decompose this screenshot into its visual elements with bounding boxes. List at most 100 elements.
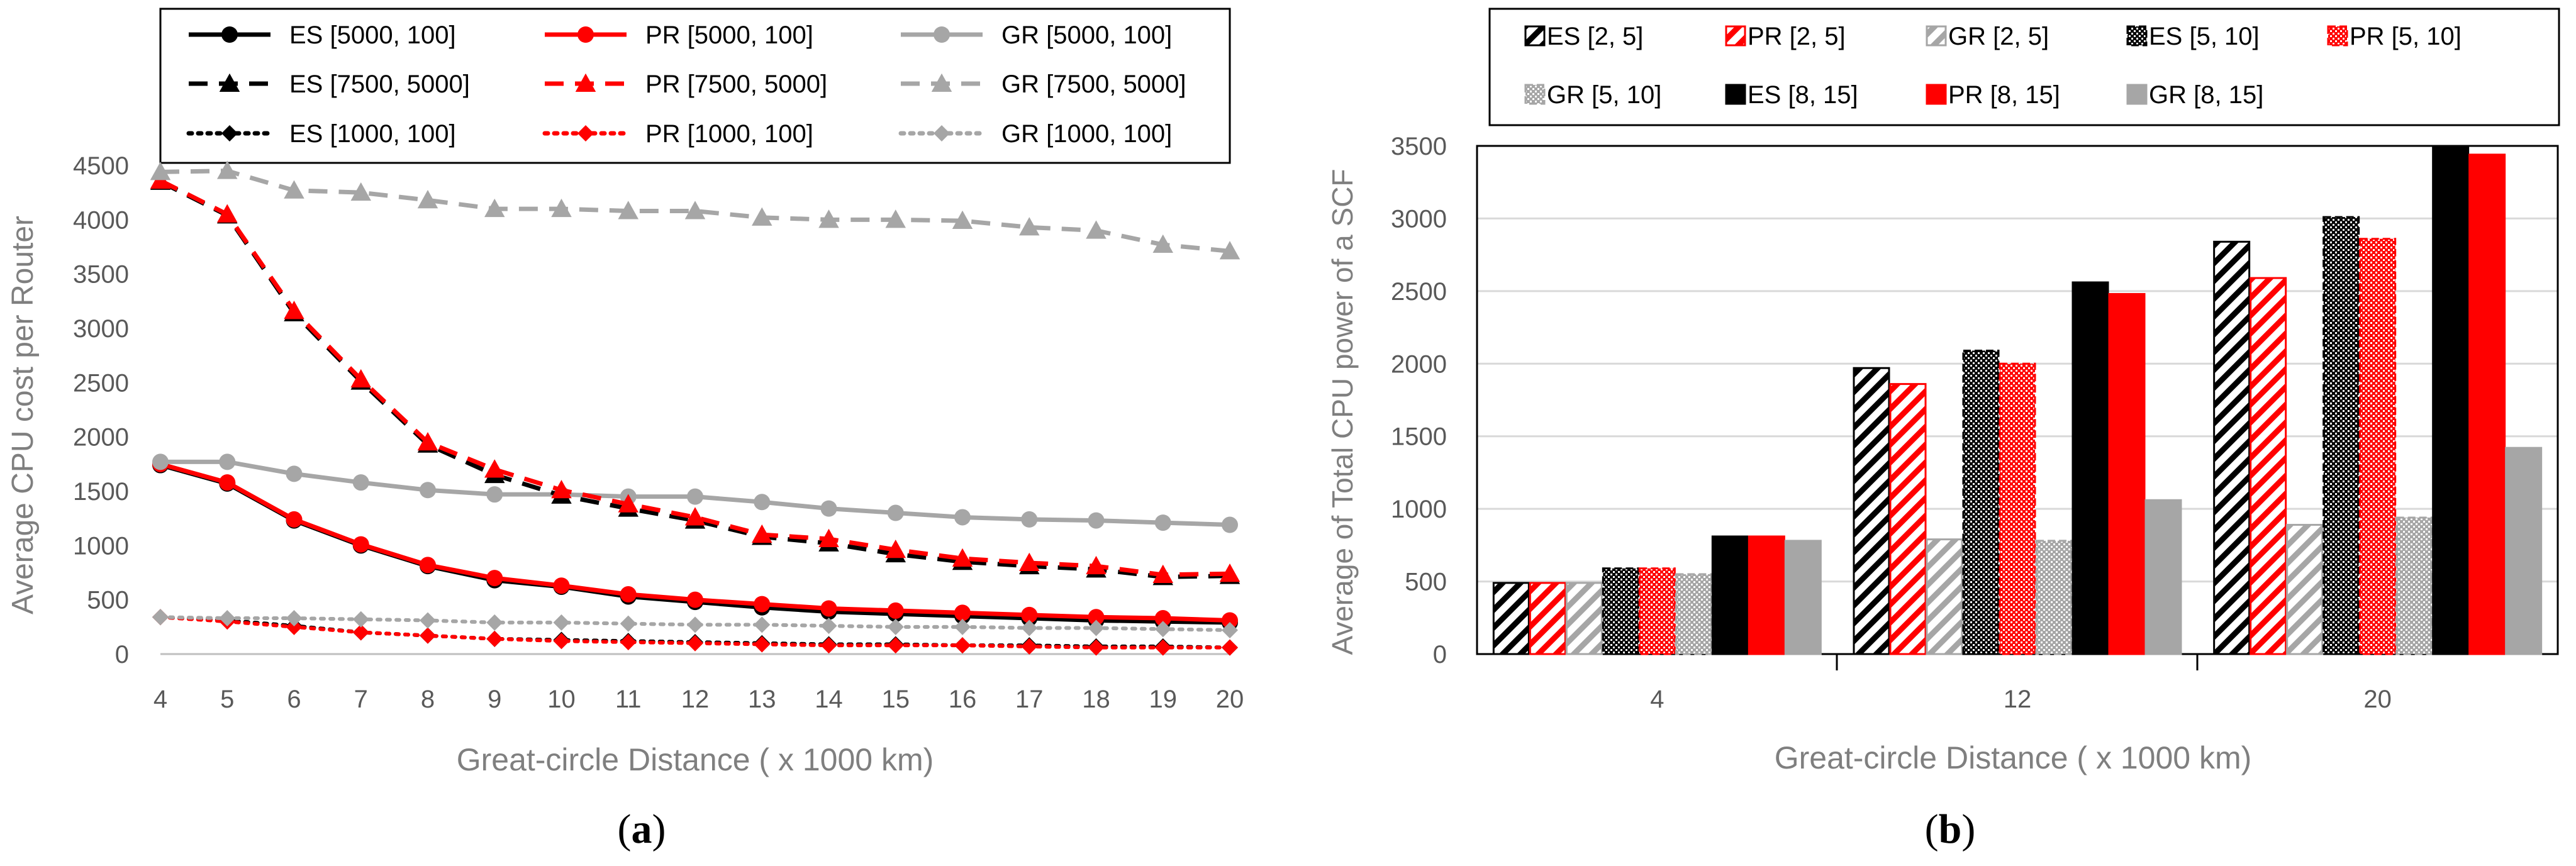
panel-a-legend-marker	[221, 125, 238, 142]
panel-b-bars	[1492, 145, 2543, 655]
panel-b-bar	[1602, 567, 1639, 655]
panel-a-data-point	[152, 453, 169, 470]
panel-b-bar	[1853, 367, 1890, 655]
panel-a-data-point	[417, 190, 438, 209]
panel-b-legend-swatch	[1524, 25, 1546, 47]
panel-a-data-point	[553, 614, 570, 631]
panel-b-x-tick-label: 12	[2004, 686, 2032, 713]
panel-b-legend-swatch	[2126, 84, 2148, 105]
panel-a-data-point	[887, 504, 904, 521]
panel-a-data-point	[420, 482, 436, 499]
panel-b-legend-label: ES [2, 5]	[1547, 23, 1643, 50]
panel-a-data-point	[150, 162, 171, 180]
panel-a-data-point	[818, 209, 839, 228]
panel-a-data-point	[887, 602, 904, 619]
panel-b-legend-item: PR [5, 10]	[2327, 23, 2462, 50]
panel-a-x-tick-label: 19	[1149, 686, 1178, 713]
panel-a-data-point	[417, 432, 438, 451]
panel-b-y-tick-label: 1000	[1391, 496, 1447, 523]
panel-a-x-tick-label: 16	[949, 686, 977, 713]
panel-a-data-point	[754, 596, 771, 613]
panel-a-data-point	[219, 610, 236, 627]
panel-a-legend-item: PR [1000, 100]	[542, 120, 813, 148]
panel-b-bar	[1784, 540, 1822, 655]
panel-a-legend-item: GR [1000, 100]	[898, 120, 1172, 148]
panel-b-legend-box	[1488, 8, 2560, 126]
panel-a-legend-item: ES [5000, 100]	[189, 21, 456, 49]
panel-b-caption: (b)	[1925, 806, 1976, 852]
panel-a-data-point	[754, 616, 771, 633]
panel-a-data-point	[952, 210, 973, 230]
panel-a-series-group	[152, 455, 1238, 629]
panel-b-legend-item: PR [2, 5]	[1725, 23, 1846, 50]
panel-b-legend-item: GR [5, 10]	[1524, 81, 1661, 109]
panel-a-y-ticks: 0 500 1000 1500 2000 2500 3000 3500 4000 4500	[73, 152, 129, 669]
panel-a-y-tick-label: 2000	[73, 424, 129, 452]
panel-a-data-point	[687, 488, 703, 505]
panel-b-bar	[1748, 535, 1785, 655]
panel-a-label: a	[632, 806, 652, 852]
panel-a-data-point	[1088, 639, 1105, 656]
panel-a-data-point	[620, 586, 637, 603]
panel-a-data-point	[887, 637, 904, 654]
panel-a-legend-marker	[934, 26, 950, 43]
panel-a-legend: ES [5000, 100] PR [5000, 100] GR [5000, 10…	[159, 8, 1231, 164]
panel-b-bar	[2432, 145, 2470, 655]
panel-a-data-point	[1152, 234, 1173, 253]
panel-a-data-point	[820, 500, 837, 517]
panel-a-x-tick-label: 20	[1216, 686, 1244, 713]
panel-a-series-line	[159, 615, 1232, 650]
panel-a-series	[150, 160, 1241, 656]
panel-a-data-point	[887, 618, 904, 635]
panel-a-legend-item: ES [7500, 5000]	[189, 70, 470, 98]
panel-a-legend-marker	[575, 73, 596, 92]
panel-a-x-tick-label: 14	[815, 686, 843, 713]
panel-a-legend-label: ES [7500, 5000]	[289, 70, 470, 98]
panel-a-data-point	[952, 548, 973, 567]
panel-a-data-point	[687, 635, 703, 652]
panel-b-bar	[2250, 277, 2287, 655]
panel-a-data-point	[820, 637, 837, 654]
panel-b-legend-label: ES [8, 15]	[1748, 81, 1858, 109]
panel-a-y-tick-label: 4500	[73, 152, 129, 180]
panel-a-data-point	[818, 528, 839, 547]
panel-b-y-axis-title: Average of Total CPU power of a SCF	[1326, 169, 1359, 655]
panel-a-data-point	[618, 494, 638, 513]
panel-a-legend-label: PR [7500, 5000]	[645, 70, 827, 98]
panel-a-data-point	[954, 618, 971, 635]
panel-b-legend-item: ES [5, 10]	[2126, 23, 2260, 50]
panel-b-bar	[2505, 447, 2543, 655]
panel-a-data-point	[553, 633, 570, 650]
panel-a-legend-label: ES [1000, 100]	[289, 120, 456, 148]
panel-a-data-point	[620, 634, 637, 651]
panel-a-data-point	[219, 474, 236, 491]
panel-a-data-point	[284, 180, 304, 199]
panel-a-data-point	[350, 182, 371, 201]
panel-a-series-group	[152, 609, 1238, 639]
panel-b-bar	[1529, 582, 1566, 655]
panel-b-bar	[2035, 540, 2073, 655]
panel-a-data-point	[217, 160, 238, 179]
panel-a-data-point	[1088, 512, 1105, 529]
panel-b-legend-item: ES [2, 5]	[1524, 23, 1643, 50]
panel-b-y-tick-label: 1500	[1391, 423, 1447, 451]
panel-a-y-tick-label: 4000	[73, 206, 129, 234]
panel-b-legend-label: PR [8, 15]	[1948, 81, 2060, 109]
panel-a-y-tick-label: 500	[87, 587, 129, 614]
panel-a-data-point	[551, 480, 572, 499]
panel-a-data-point	[954, 509, 971, 526]
panel-b-bar	[2395, 516, 2433, 655]
panel-a-y-tick-label: 1500	[73, 478, 129, 506]
panel-a-x-tick-label: 18	[1082, 686, 1110, 713]
panel-b-legend-swatch	[2327, 25, 2348, 47]
panel-a-y-tick-label: 0	[115, 641, 129, 669]
panel-a-y-tick-label: 3500	[73, 261, 129, 289]
panel-b-bar	[1565, 582, 1603, 655]
panel-a-series-line	[159, 179, 1230, 577]
panel-a-data-point	[1154, 610, 1171, 627]
panel-a-data-point	[687, 591, 703, 608]
panel-b-legend-swatch	[1725, 84, 1746, 105]
panel-b-legend-item: PR [8, 15]	[1926, 81, 2060, 109]
panel-a-data-point	[284, 301, 304, 319]
panel-a-data-point	[1088, 619, 1105, 636]
